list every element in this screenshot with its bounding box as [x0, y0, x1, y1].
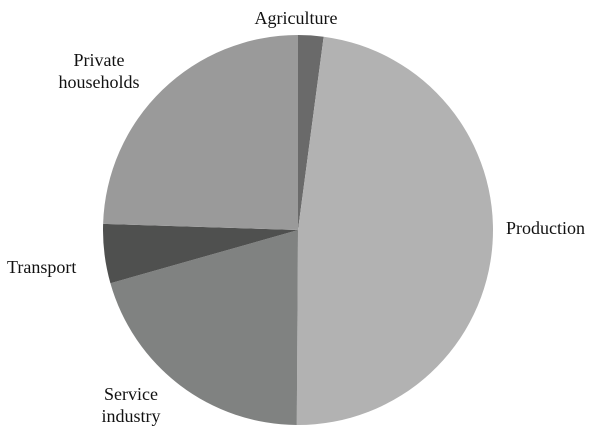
slice-label-agriculture: Agriculture — [255, 8, 338, 28]
pie-slice-service-industry — [110, 230, 299, 425]
pie-labels: Agriculture Production Service industry Tran… — [7, 8, 585, 426]
slice-label-line: Private — [74, 50, 125, 70]
slice-label-transport: Transport — [7, 257, 76, 277]
slice-label-private-households: Private households — [59, 50, 140, 92]
pie-slice-transport — [103, 223, 298, 284]
slice-label-line: Production — [506, 218, 585, 238]
slice-label-line: Service — [104, 384, 158, 404]
slice-label-line: industry — [101, 406, 160, 426]
pie-slice-agriculture — [298, 35, 324, 230]
pie-slice-production — [296, 36, 493, 426]
pie-slices — [103, 35, 493, 426]
slice-label-line: households — [59, 72, 140, 92]
slice-label-line: Transport — [7, 257, 76, 277]
pie-slice-private-households — [103, 35, 298, 230]
slice-label-line: Agriculture — [255, 8, 338, 28]
slice-label-production: Production — [506, 218, 585, 238]
slice-label-service-industry: Service industry — [101, 384, 160, 426]
